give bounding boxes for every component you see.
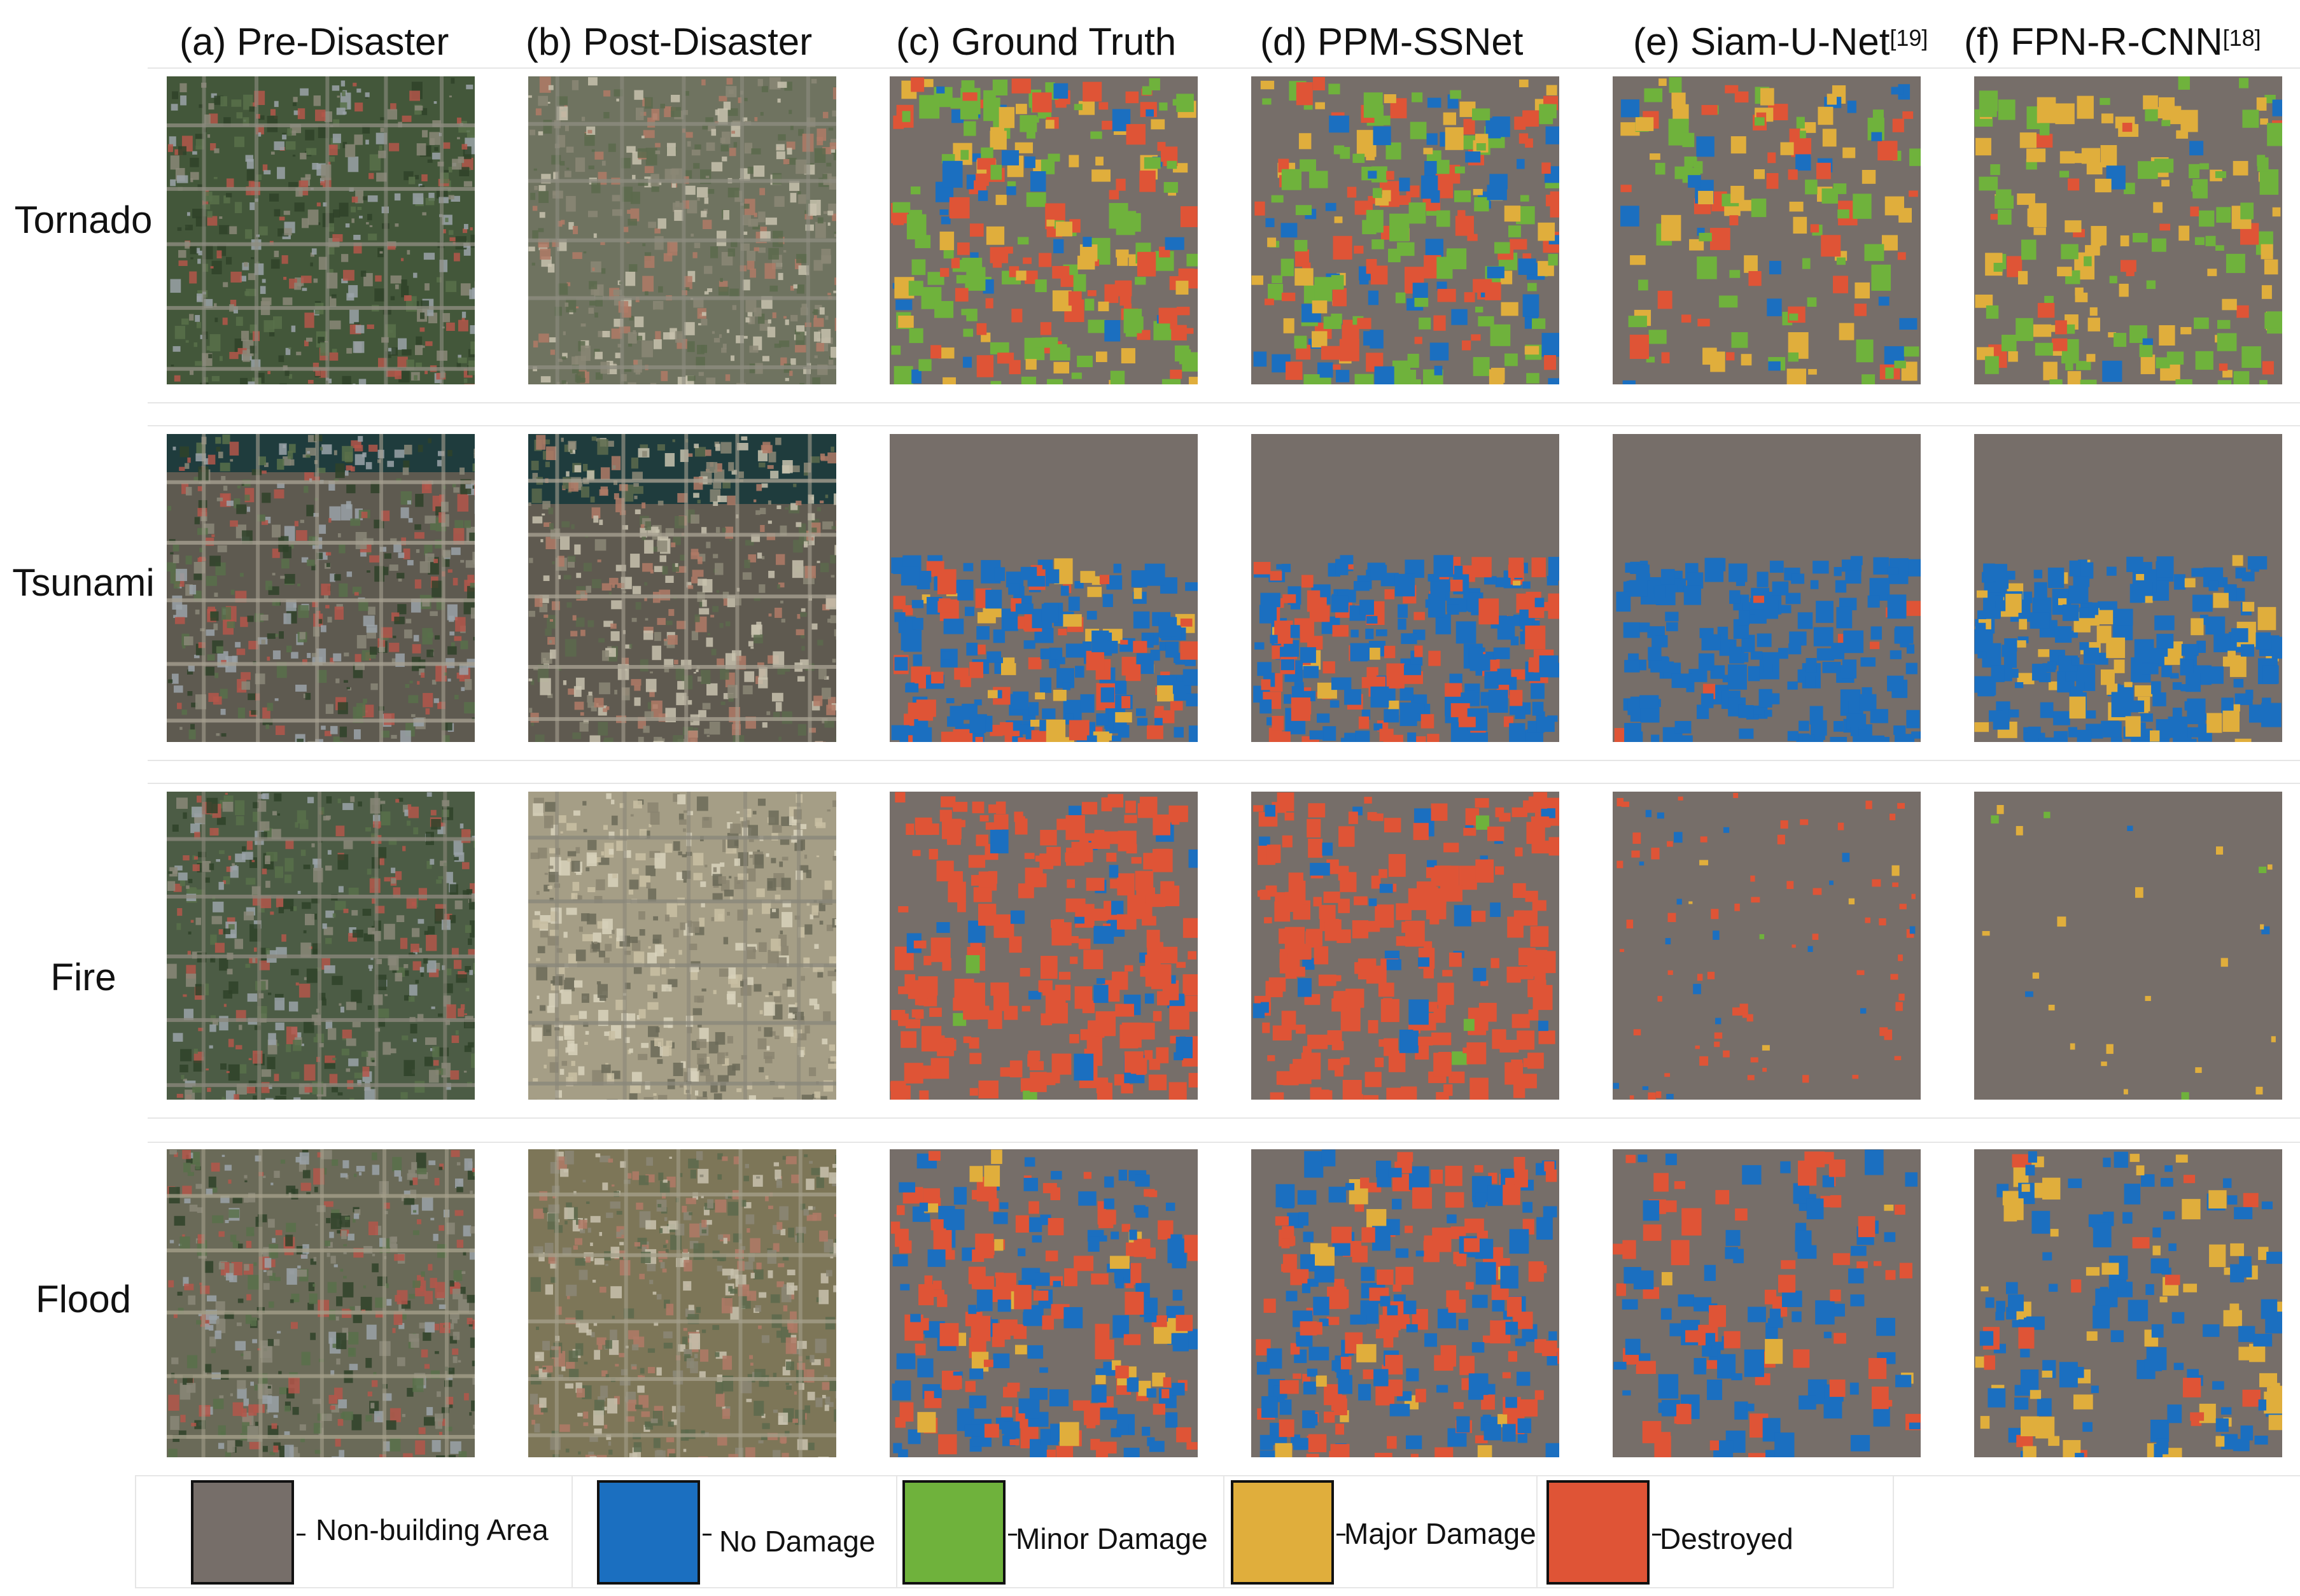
tornado-fpn-r-cnn-image — [1974, 76, 2282, 384]
tsunami-post-disaster-image — [528, 434, 836, 742]
flood-ground-truth-image — [890, 1149, 1198, 1457]
column-header-siam-u-net: (e) Siam-U-Net[19] — [1633, 20, 1928, 63]
legend-tick — [703, 1534, 712, 1536]
row-label-flood: Flood — [35, 1278, 132, 1320]
legend-label-no-damage: No Damage — [719, 1525, 876, 1558]
fire-post-disaster-image — [528, 792, 836, 1100]
fire-siam-u-net-image — [1613, 792, 1921, 1100]
flood-pre-disaster-image — [167, 1149, 475, 1457]
tsunami-siam-u-net-image — [1613, 434, 1921, 742]
legend-label-destroyed: Destroyed — [1660, 1522, 1793, 1555]
tsunami-fpn-r-cnn-image — [1974, 434, 2282, 742]
citation-18: [18] — [2222, 25, 2261, 51]
tornado-post-disaster-image — [528, 76, 836, 384]
legend-swatch-destroyed — [1546, 1480, 1650, 1585]
tsunami-ground-truth-image — [890, 434, 1198, 742]
column-header-fpn-r-cnn: (f) FPN-R-CNN[18] — [1964, 20, 2261, 63]
row-label-tornado: Tornado — [14, 199, 153, 241]
row-frame-fire — [148, 783, 2300, 1119]
flood-ppm-ssnet-image — [1251, 1149, 1559, 1457]
fire-ppm-ssnet-image — [1251, 792, 1559, 1100]
column-header-pre-disaster: (a) Pre-Disaster — [179, 20, 449, 63]
column-header-post-disaster: (b) Post-Disaster — [526, 20, 813, 63]
legend-tick — [297, 1534, 305, 1536]
row-label-tsunami: Tsunami — [12, 561, 155, 604]
legend-swatch-no-damage — [597, 1480, 700, 1585]
legend-label-minor-damage: Minor Damage — [1016, 1522, 1208, 1555]
legend-swatch-minor-damage — [902, 1480, 1006, 1585]
flood-post-disaster-image — [528, 1149, 836, 1457]
legend-swatch-non-building — [191, 1480, 294, 1585]
fire-fpn-r-cnn-image — [1974, 792, 2282, 1100]
legend-label-major-damage: Major Damage — [1344, 1517, 1536, 1550]
row-label-fire: Fire — [50, 956, 116, 998]
legend-tick — [1336, 1534, 1345, 1536]
flood-fpn-r-cnn-image — [1974, 1149, 2282, 1457]
legend-label-non-building: Non-building Area — [316, 1513, 549, 1546]
fire-ground-truth-image — [890, 792, 1198, 1100]
tornado-ppm-ssnet-image — [1251, 76, 1559, 384]
legend-swatch-major-damage — [1231, 1480, 1334, 1585]
tornado-siam-u-net-image — [1613, 76, 1921, 384]
row-frame-tornado — [148, 67, 2300, 403]
column-header-ppm-ssnet: (d) PPM-SSNet — [1260, 20, 1524, 63]
citation-19: [19] — [1890, 25, 1928, 51]
tsunami-pre-disaster-image — [167, 434, 475, 742]
row-frame-flood — [148, 1142, 2300, 1476]
flood-siam-u-net-image — [1613, 1149, 1921, 1457]
fire-pre-disaster-image — [167, 792, 475, 1100]
tornado-pre-disaster-image — [167, 76, 475, 384]
column-header-ground-truth: (c) Ground Truth — [896, 20, 1177, 63]
row-frame-tsunami — [148, 425, 2300, 761]
legend-tick — [1008, 1534, 1017, 1536]
tsunami-ppm-ssnet-image — [1251, 434, 1559, 742]
tornado-ground-truth-image — [890, 76, 1198, 384]
legend-tick — [1652, 1534, 1661, 1536]
